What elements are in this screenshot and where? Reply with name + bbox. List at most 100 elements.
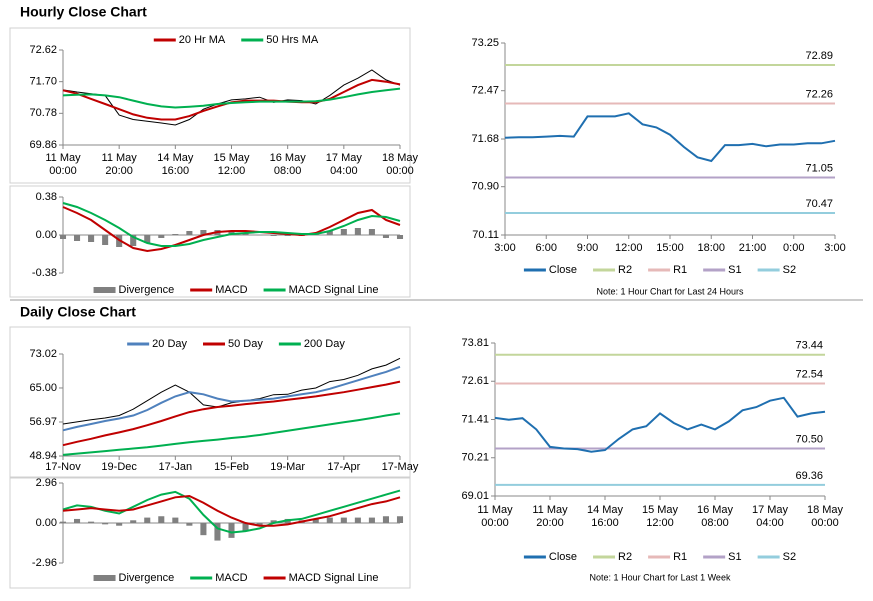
x-tick-label: 16 May — [270, 152, 307, 164]
x-tick-label: 15 May — [213, 152, 250, 164]
series-line — [62, 412, 401, 456]
x-tick-label: 20:00 — [536, 517, 564, 529]
series-line — [62, 206, 401, 253]
legend: 20 Day 50 Day 200 Day — [127, 338, 345, 350]
y-tick-label: 73.02 — [29, 348, 57, 360]
legend: 20 Hr MA 50 Hrs MA — [153, 34, 319, 46]
legend: Close R2 R1 S1 S2 — [523, 551, 796, 563]
divergence-bar — [256, 235, 263, 236]
legend-label: Close — [549, 264, 577, 276]
divergence-bar — [102, 235, 109, 245]
x-tick-label: 08:00 — [701, 517, 729, 529]
legend-label: 50 Day — [228, 338, 263, 350]
divergence-bar — [158, 516, 165, 523]
divergence-bar — [340, 517, 347, 523]
x-tick-label: 3:00 — [824, 242, 845, 254]
x-tick-label: 12:00 — [646, 517, 674, 529]
y-tick-label: 72.61 — [461, 375, 489, 387]
divergence-bar — [396, 516, 404, 523]
divergence-bar — [74, 235, 81, 241]
divergence-bar — [116, 523, 123, 526]
x-tick-label: 16:00 — [162, 165, 190, 177]
divergence-bar — [172, 517, 179, 523]
divergence-bar — [88, 235, 95, 242]
y-tick-label: 69.01 — [461, 490, 489, 502]
divergence-bar — [59, 235, 67, 239]
divergence-bar — [158, 235, 165, 238]
x-tick-label: 9:00 — [577, 242, 598, 254]
legend-label: 50 Hrs MA — [266, 34, 319, 46]
divergence-bar — [354, 517, 361, 523]
y-tick-label: -2.96 — [32, 557, 57, 569]
x-tick-label: 6:00 — [536, 242, 557, 254]
legend-label: MACD — [215, 284, 247, 296]
legend-label: 20 Hr MA — [179, 34, 226, 46]
divergence-bar — [130, 520, 137, 523]
x-tick-label: 21:00 — [739, 242, 767, 254]
y-tick-label: 73.81 — [461, 337, 489, 349]
y-tick-label: 0.00 — [36, 517, 57, 529]
y-tick-label: 2.96 — [36, 477, 57, 489]
legend-label: MACD — [215, 572, 247, 584]
legend-label: R1 — [673, 264, 687, 276]
divergence-bar — [354, 228, 361, 235]
x-tick-label: 17-May — [382, 461, 419, 473]
divergence-bar — [200, 230, 207, 235]
legend-label: MACD Signal Line — [289, 572, 379, 584]
y-tick-label: 69.86 — [29, 139, 57, 151]
series-line — [494, 396, 826, 453]
legend-label: Divergence — [119, 284, 175, 296]
x-tick-label: 16:00 — [591, 517, 619, 529]
section-title: Hourly Close Chart — [20, 4, 147, 20]
divergence-bar — [242, 523, 249, 532]
x-tick-label: 14 May — [157, 152, 194, 164]
chart-note: Note: 1 Hour Chart for Last 24 Hours — [596, 286, 744, 296]
series-line — [62, 365, 401, 432]
legend-label: R2 — [618, 264, 632, 276]
divergence-bar — [396, 235, 404, 239]
panel-frame — [9, 477, 411, 589]
x-tick-label: 16 May — [697, 504, 734, 516]
y-tick-label: 70.21 — [461, 452, 489, 464]
divergence-bar — [326, 517, 333, 523]
panel-frame — [9, 185, 411, 298]
divergence-bar — [256, 523, 263, 526]
x-tick-label: 00:00 — [386, 165, 414, 177]
series-line — [62, 494, 401, 527]
x-tick-label: 0:00 — [783, 242, 804, 254]
x-tick-label: 15:00 — [656, 242, 684, 254]
x-tick-label: 04:00 — [756, 517, 784, 529]
x-tick-label: 20:00 — [105, 165, 133, 177]
divergence-bar — [186, 231, 193, 235]
x-tick-label: 00:00 — [811, 517, 839, 529]
y-tick-label: 0.38 — [36, 191, 57, 203]
x-tick-label: 15-Feb — [214, 461, 249, 473]
divergence-bar — [326, 231, 333, 235]
y-tick-label: 72.47 — [471, 85, 499, 97]
pivot-label: 70.47 — [805, 198, 833, 210]
divergence-bar — [144, 517, 151, 523]
x-tick-label: 11 May — [102, 152, 138, 164]
legend-label: 20 Day — [152, 338, 187, 350]
x-tick-label: 17-Apr — [327, 461, 360, 473]
legend-label: MACD Signal Line — [289, 284, 379, 296]
y-tick-label: 70.90 — [471, 181, 499, 193]
legend-label: S2 — [783, 551, 796, 563]
y-tick-label: 70.78 — [29, 107, 57, 119]
series-line — [62, 489, 401, 534]
divergence-bar — [186, 523, 193, 526]
divergence-bar — [368, 229, 375, 235]
divergence-bar — [144, 235, 151, 243]
y-tick-label: 73.25 — [471, 37, 499, 49]
legend: Divergence MACD MACD Signal Line — [93, 284, 379, 296]
divergence-bar — [172, 234, 179, 235]
x-tick-label: 14 May — [587, 504, 624, 516]
pivot-label: 72.89 — [805, 50, 833, 62]
divergence-bar — [102, 523, 109, 525]
x-tick-label: 12:00 — [615, 242, 643, 254]
y-tick-label: 70.11 — [472, 229, 499, 241]
legend-label: R1 — [673, 551, 687, 563]
y-tick-label: 0.00 — [36, 229, 57, 241]
series-line — [62, 69, 401, 126]
